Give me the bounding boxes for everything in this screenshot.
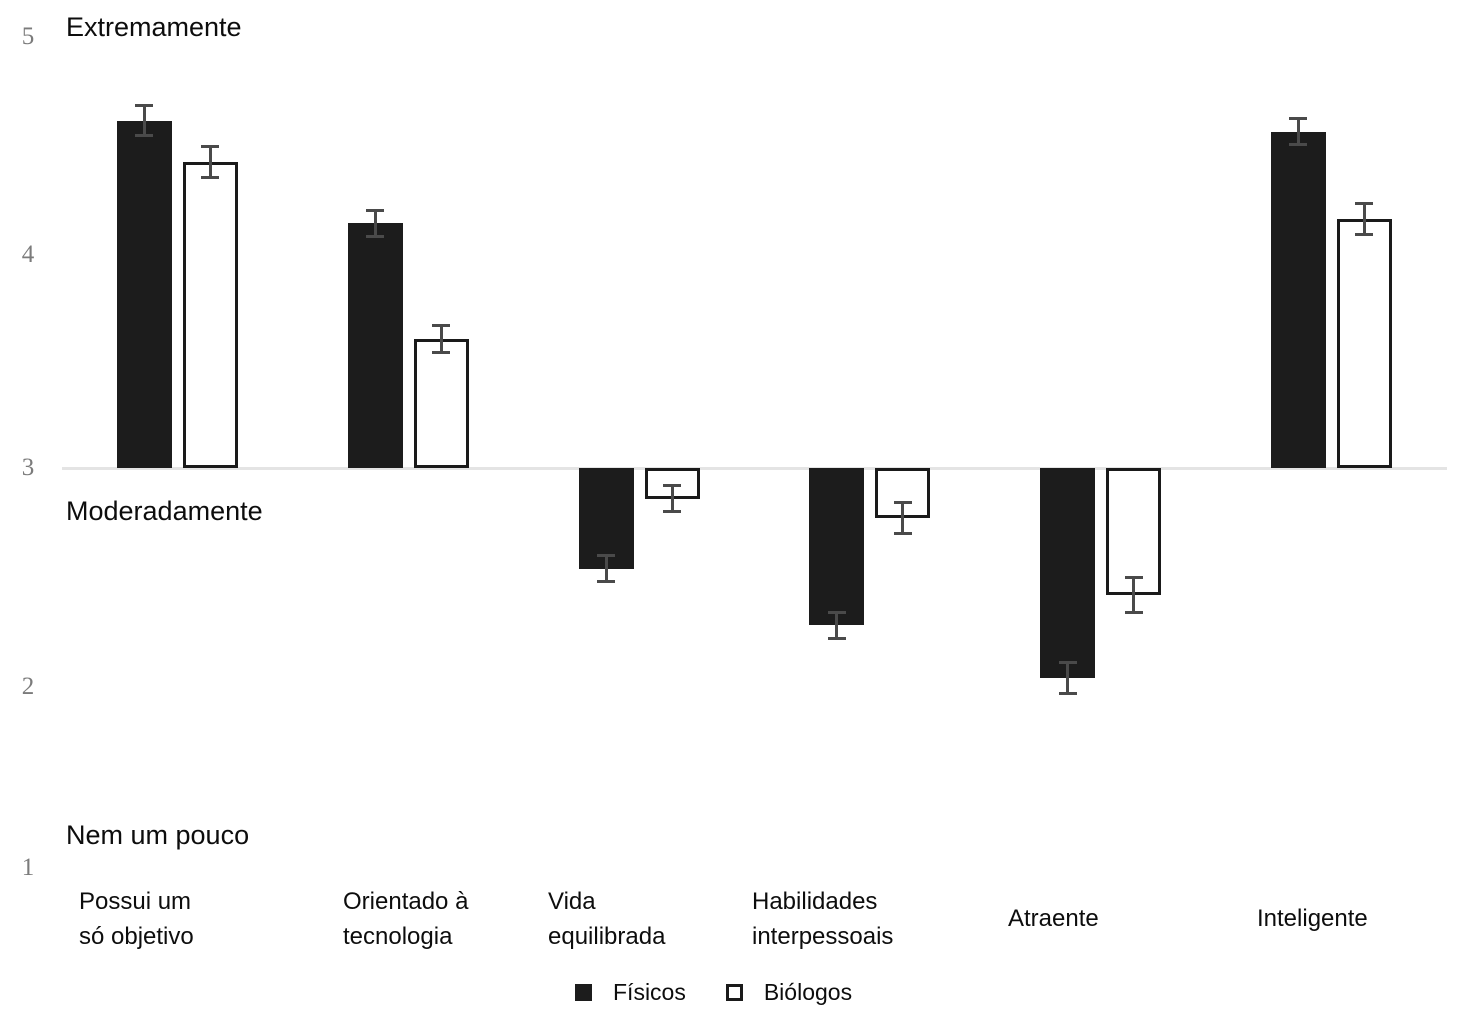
- legend-label-biologos: Biólogos: [763, 979, 853, 1005]
- error-bar-line-bio-logos-4: [1132, 577, 1136, 613]
- baseline-axis-line: [62, 467, 1447, 470]
- category-label-orientado-a: Orientado à tecnologia: [343, 888, 469, 950]
- error-bar-cap-bottom-fi-sicos-2: [597, 580, 615, 584]
- bar-bio-logos-vida: [644, 468, 700, 499]
- error-bar-cap-top-fi-sicos-2: [597, 553, 615, 557]
- legend-swatch-fisicos: [575, 984, 592, 1001]
- y-axis-descriptor-extremamente: Extremamente: [66, 12, 242, 42]
- y-tick-3: 3: [21, 454, 35, 481]
- error-bar-cap-bottom-bio-logos-1: [432, 350, 451, 354]
- error-bar-cap-top-fi-sicos-0: [135, 103, 154, 107]
- error-bar-line-bio-logos-0: [208, 146, 212, 178]
- error-bar-cap-bottom-fi-sicos-1: [366, 234, 385, 238]
- y-axis-descriptor-moderadamente: Moderadamente: [66, 496, 263, 526]
- error-bar-line-fi-sicos-2: [604, 555, 608, 582]
- y-tick-4: 4: [21, 241, 35, 268]
- error-bar-line-fi-sicos-1: [373, 210, 377, 237]
- error-bar-cap-top-fi-sicos-5: [1289, 116, 1308, 120]
- legend-label-fisicos: Físicos: [613, 979, 686, 1005]
- bar-fi-sicos-orientado-a: [347, 223, 403, 468]
- legend-item-biologos: Biólogos: [725, 979, 853, 1006]
- y-tick-5: 5: [21, 23, 35, 50]
- category-label-inteligente: Inteligente: [1257, 905, 1368, 932]
- legend-item-fisicos: Físicos: [575, 979, 686, 1006]
- bar-bio-logos-inteligente: [1336, 218, 1392, 468]
- error-bar-cap-top-fi-sicos-4: [1058, 660, 1077, 664]
- error-bar-line-bio-logos-5: [1362, 203, 1366, 235]
- bar-fi-sicos-inteligente: [1270, 131, 1326, 468]
- error-bar-cap-bottom-fi-sicos-5: [1289, 143, 1308, 147]
- error-bar-cap-bottom-bio-logos-2: [663, 510, 681, 514]
- y-tick-2: 2: [21, 673, 35, 700]
- bar-fi-sicos-possui-um: [116, 120, 172, 468]
- error-bar-cap-bottom-fi-sicos-4: [1058, 691, 1077, 695]
- category-label-vida: Vida equilibrada: [548, 888, 666, 950]
- error-bar-cap-bottom-fi-sicos-3: [827, 636, 846, 640]
- error-bar-cap-top-fi-sicos-1: [366, 208, 385, 212]
- error-bar-cap-top-bio-logos-3: [893, 501, 912, 505]
- bar-fi-sicos-habilidades: [809, 468, 865, 626]
- error-bar-cap-bottom-fi-sicos-0: [135, 134, 154, 138]
- error-bar-cap-top-bio-logos-1: [432, 324, 451, 328]
- error-bar-cap-top-bio-logos-0: [201, 145, 220, 149]
- error-bar-cap-top-fi-sicos-3: [827, 610, 846, 614]
- error-bar-line-bio-logos-3: [901, 502, 905, 534]
- error-bar-cap-bottom-bio-logos-5: [1355, 232, 1374, 236]
- bar-fi-sicos-atraente: [1040, 468, 1096, 678]
- error-bar-line-fi-sicos-3: [835, 612, 839, 639]
- bar-bio-logos-possui-um: [182, 162, 238, 468]
- error-bar-cap-bottom-bio-logos-4: [1124, 610, 1143, 614]
- bar-fi-sicos-vida: [578, 468, 634, 569]
- legend: Físicos Biólogos: [575, 979, 852, 1006]
- error-bar-line-bio-logos-1: [439, 325, 443, 353]
- error-bar-cap-bottom-bio-logos-3: [893, 532, 912, 536]
- error-bar-cap-top-bio-logos-2: [663, 483, 681, 487]
- error-bar-line-fi-sicos-0: [142, 105, 146, 136]
- error-bar-line-fi-sicos-4: [1066, 662, 1070, 694]
- category-label-habilidades: Habilidades interpessoais: [752, 888, 894, 950]
- error-bar-cap-top-bio-logos-4: [1124, 575, 1143, 579]
- bar-bio-logos-orientado-a: [413, 339, 469, 468]
- legend-swatch-biologos: [725, 984, 743, 1001]
- error-bar-line-fi-sicos-5: [1296, 118, 1300, 145]
- error-bar-line-bio-logos-2: [670, 485, 674, 512]
- y-tick-1: 1: [21, 854, 35, 881]
- error-bar-cap-top-bio-logos-5: [1355, 202, 1374, 206]
- y-axis-descriptor-nem-um-pouco: Nem um pouco: [66, 820, 250, 850]
- category-label-atraente: Atraente: [1008, 905, 1099, 932]
- category-label-possui-um: Possui um só objetivo: [79, 888, 194, 950]
- error-bar-cap-bottom-bio-logos-0: [201, 175, 220, 179]
